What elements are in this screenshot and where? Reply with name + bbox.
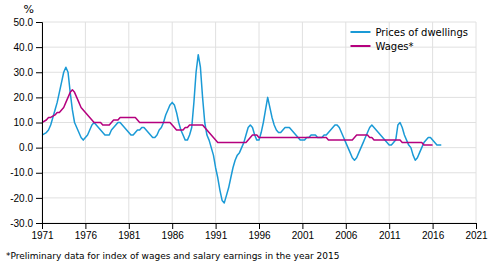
y-tick-mark — [36, 72, 42, 73]
legend: Prices of dwellings Wages* — [350, 27, 468, 52]
y-tick-label: -20.0 — [10, 193, 33, 204]
legend-item: Prices of dwellings — [350, 27, 468, 38]
y-tick-label: -10.0 — [10, 167, 33, 178]
series-line — [42, 90, 433, 145]
x-tick-label: 1971 — [31, 230, 54, 241]
y-axis-line — [36, 23, 43, 224]
grid-line-x — [259, 22, 260, 223]
y-tick: -10.0 — [10, 167, 42, 178]
y-axis-label: % — [24, 3, 34, 16]
x-tick-mark — [346, 223, 347, 229]
footnote: *Preliminary data for index of wages and… — [6, 251, 339, 261]
x-tick-mark — [172, 223, 173, 229]
chart-container: 1971 1976 1981 1986 1991 1996 2001 2006 2011 2016… — [0, 0, 494, 265]
x-tick-label: 2011 — [379, 230, 401, 241]
grid-line-x — [476, 22, 477, 223]
x-tick-label: 2001 — [292, 230, 315, 241]
y-tick-label: 20.0 — [14, 92, 34, 103]
x-tick: 2021 — [465, 223, 488, 241]
x-tick: 2011 — [379, 223, 401, 241]
x-tick: 2016 — [422, 223, 445, 241]
x-tick: 1976 — [75, 223, 98, 241]
y-tick: 30.0 — [14, 67, 42, 78]
x-tick-mark — [85, 223, 86, 229]
y-tick-mark — [36, 148, 42, 149]
grid-line-x — [85, 22, 86, 223]
x-tick-label: 1991 — [205, 230, 228, 241]
y-tick-label: 0.0 — [19, 142, 33, 153]
y-tick-label: 10.0 — [14, 117, 34, 128]
grid-line-x — [128, 22, 129, 223]
series-line — [42, 55, 441, 203]
legend-label: Prices of dwellings — [375, 27, 468, 38]
x-tick-mark — [129, 223, 130, 229]
y-tick-mark — [36, 47, 42, 48]
x-tick-label: 2016 — [422, 230, 445, 241]
x-tick: 2006 — [335, 223, 358, 241]
grid-line-x — [345, 22, 346, 223]
grid — [42, 22, 476, 223]
y-tick-mark — [36, 223, 42, 224]
y-tick: 0.0 — [19, 142, 42, 153]
x-tick-label: 1976 — [75, 230, 98, 241]
legend-swatch — [350, 45, 370, 47]
plot-area — [42, 55, 441, 203]
y-tick: 10.0 — [14, 117, 42, 128]
y-tick: -20.0 — [10, 193, 42, 204]
x-tick: 1981 — [118, 223, 141, 241]
y-tick: 20.0 — [14, 92, 42, 103]
x-tick: 1996 — [248, 223, 271, 241]
y-tick-mark — [36, 22, 42, 23]
y-tick: 40.0 — [14, 42, 42, 53]
y-tick-mark — [36, 97, 42, 98]
grid-line-x — [389, 22, 390, 223]
legend-item: Wages* — [350, 41, 413, 52]
y-tick: 50.0 — [14, 17, 42, 28]
grid-line-x — [302, 22, 303, 223]
y-tick-mark — [36, 173, 42, 174]
x-axis-line — [43, 224, 477, 230]
y-tick: -30.0 — [10, 218, 42, 229]
x-tick-mark — [216, 223, 217, 229]
y-tick-label: 50.0 — [14, 17, 34, 28]
grid-line-x — [172, 22, 173, 223]
y-tick-mark — [36, 123, 42, 124]
x-tick: 2001 — [292, 223, 315, 241]
x-tick-mark — [433, 223, 434, 229]
grid-line-x — [432, 22, 433, 223]
x-tick: 1971 — [31, 223, 54, 241]
legend-label: Wages* — [375, 41, 413, 52]
x-tick-mark — [476, 223, 477, 229]
y-tick-label: 30.0 — [14, 67, 34, 78]
y-tick-label: 40.0 — [14, 42, 34, 53]
x-tick: 1986 — [162, 223, 185, 241]
x-axis: 1971 1976 1981 1986 1991 1996 2001 2006 2011 2016… — [31, 223, 488, 241]
y-tick-label: -30.0 — [10, 218, 33, 229]
x-tick-label: 1986 — [162, 230, 185, 241]
x-tick-label: 1981 — [118, 230, 141, 241]
x-tick-label: 2021 — [465, 230, 488, 241]
x-tick: 1991 — [205, 223, 228, 241]
x-tick-mark — [389, 223, 390, 229]
x-tick-mark — [259, 223, 260, 229]
grid-line-x — [215, 22, 216, 223]
y-tick-mark — [36, 198, 42, 199]
x-tick-label: 1996 — [248, 230, 271, 241]
y-axis: -30.0 -20.0 -10.0 0.0 10.0 20.0 30.0 40.0 50.0 — [10, 17, 42, 229]
x-tick-mark — [302, 223, 303, 229]
x-tick-label: 2006 — [335, 230, 358, 241]
legend-swatch — [350, 31, 370, 33]
chart-svg: 1971 1976 1981 1986 1991 1996 2001 2006 2011 2016… — [0, 0, 494, 265]
